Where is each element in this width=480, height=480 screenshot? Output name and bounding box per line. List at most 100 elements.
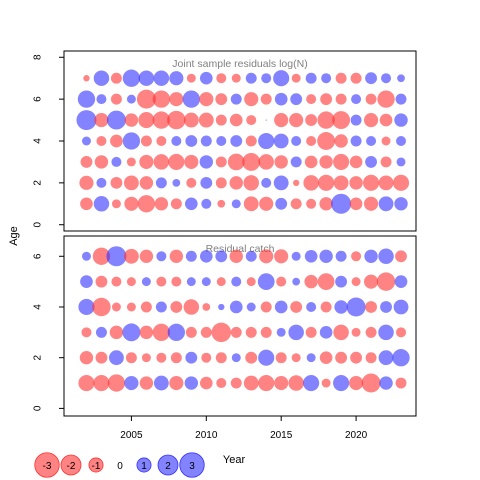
residual-bubble — [156, 352, 167, 363]
residual-bubble — [185, 326, 197, 338]
residual-bubble — [215, 352, 227, 364]
residual-bubble — [185, 135, 198, 147]
residual-bubble — [246, 277, 256, 287]
residual-bubble — [245, 135, 257, 147]
residual-bubble — [139, 154, 154, 170]
residual-bubble — [365, 72, 377, 85]
residual-bubble — [201, 198, 212, 209]
residual-bubble — [260, 301, 272, 313]
y-tick-label: 4 — [33, 138, 44, 144]
residual-bubble — [258, 349, 275, 366]
residual-bubble — [78, 374, 95, 392]
residual-bubble — [363, 174, 380, 191]
residual-bubble — [126, 302, 136, 312]
residual-bubble — [169, 375, 184, 391]
residual-bubble — [245, 250, 257, 262]
residual-bubble — [346, 297, 366, 317]
residual-bubble — [170, 198, 182, 210]
residual-bubble — [243, 375, 259, 391]
residual-bubble — [95, 351, 108, 364]
residual-bubble — [257, 273, 275, 291]
residual-bubble — [351, 94, 362, 105]
legend-label: 3 — [189, 461, 195, 472]
residual-bubble — [126, 157, 136, 167]
residual-bubble — [363, 274, 379, 289]
residual-bubble — [349, 197, 363, 211]
residual-bubble — [350, 114, 362, 126]
residual-bubble — [126, 94, 136, 104]
residual-bubble — [111, 156, 122, 167]
y-tick-label: 6 — [33, 253, 44, 259]
residual-bubble — [396, 157, 406, 167]
residual-bubble — [201, 352, 212, 363]
residual-bubble — [231, 276, 242, 287]
residual-bubble — [319, 155, 333, 169]
residual-bubble — [260, 326, 272, 338]
residual-bubble — [292, 277, 301, 286]
residual-bubble — [230, 377, 242, 389]
residual-bubble — [293, 179, 300, 187]
residual-bubble — [274, 92, 288, 106]
residual-bubble — [95, 326, 107, 338]
residual-bubble — [392, 174, 410, 191]
residual-bubble — [305, 326, 317, 338]
residual-bubble — [110, 93, 122, 105]
residual-bubble — [274, 249, 289, 264]
residual-bubble — [110, 134, 123, 148]
residual-bubble — [215, 156, 227, 168]
residual-bubble — [201, 277, 211, 287]
residual-bubble — [93, 374, 110, 392]
panel-title: Joint sample residuals log(N) — [172, 58, 307, 70]
residual-bubble — [152, 90, 171, 108]
y-axis-label: Age — [8, 226, 20, 246]
residual-bubble — [379, 376, 393, 390]
residual-bubble — [274, 300, 288, 314]
residual-bubble — [317, 273, 335, 291]
residual-bubble — [378, 175, 394, 191]
residual-bubble — [183, 112, 199, 128]
residual-bubble — [124, 375, 139, 391]
residual-bubble — [333, 153, 350, 170]
residual-bubble — [111, 302, 121, 312]
residual-bubble — [291, 73, 301, 83]
residual-bubble — [152, 111, 171, 129]
residual-bubble — [306, 301, 317, 312]
residual-bubble — [80, 197, 93, 211]
residual-bubble — [365, 93, 377, 105]
residual-bubble — [229, 176, 243, 190]
residual-bubble — [186, 177, 197, 188]
residual-bubble — [122, 323, 141, 342]
residual-bubble — [274, 375, 289, 391]
residual-bubble — [124, 113, 139, 127]
panel-1: Joint sample residuals log(N) 0 2 4 6 8 — [33, 50, 417, 232]
residual-bubble — [392, 349, 410, 367]
residual-bubble — [259, 249, 274, 264]
residual-bubble — [229, 300, 243, 314]
x-tick-label: 2005 — [120, 430, 143, 441]
residual-bubble — [306, 94, 317, 105]
residual-bubble — [351, 251, 362, 262]
residual-bubble — [106, 110, 126, 130]
y-tick-label: 0 — [33, 405, 44, 411]
residual-bubble — [361, 373, 381, 393]
residual-bubble — [94, 112, 109, 128]
residual-bubble — [317, 132, 336, 150]
residual-bubble — [331, 193, 352, 214]
residual-bubble — [155, 177, 167, 189]
residual-bubble — [171, 136, 182, 146]
x-axis-label: Year — [223, 454, 246, 466]
residual-bubble — [124, 196, 139, 211]
residual-bubble — [276, 327, 286, 337]
legend-label: 2 — [165, 461, 171, 472]
residual-bubble — [126, 277, 136, 287]
residual-bubble — [350, 135, 362, 147]
residual-bubble — [96, 136, 107, 146]
residual-bubble — [198, 112, 214, 128]
residual-bubble — [395, 377, 407, 389]
y-tick-label: 6 — [33, 96, 44, 102]
residual-bubble — [261, 177, 272, 188]
residual-bubble — [351, 277, 361, 287]
residual-bubble — [200, 135, 212, 147]
residual-bubble — [96, 177, 107, 188]
residual-bubble — [243, 175, 259, 191]
